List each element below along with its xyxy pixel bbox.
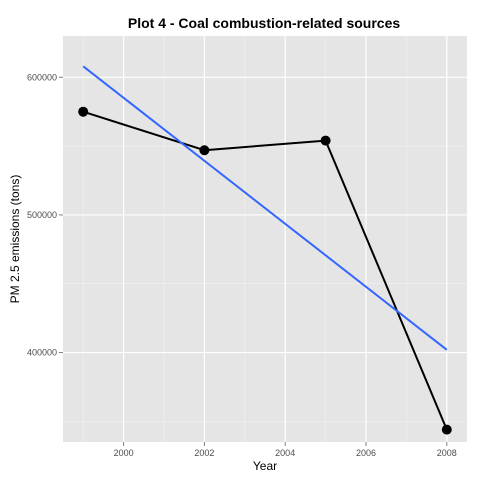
x-tick-label: 2000 [114, 448, 134, 458]
y-axis-title: PM 2.5 emissions (tons) [8, 175, 22, 304]
y-tick-label: 400000 [27, 348, 57, 358]
fit-line [82, 65, 448, 351]
x-tick-label: 2006 [356, 448, 376, 458]
series-line [82, 110, 448, 430]
series-layer [78, 65, 452, 435]
data-point [78, 106, 89, 117]
x-tick-label: 2004 [275, 448, 295, 458]
data-point [199, 145, 210, 156]
data-point [320, 135, 331, 146]
y-tick-label: 500000 [27, 210, 57, 220]
y-tick-label: 600000 [27, 72, 57, 82]
data-point [441, 424, 452, 435]
major-gridlines [63, 36, 467, 442]
minor-gridlines [63, 36, 467, 442]
x-axis-ticks: 2000 2002 2004 2006 2008 [114, 442, 457, 458]
x-tick-label: 2008 [437, 448, 457, 458]
chart-title: Plot 4 - Coal combustion-related sources [128, 15, 400, 31]
x-axis-title: Year [253, 459, 277, 473]
y-axis-ticks: 400000 500000 600000 [27, 72, 63, 358]
x-tick-label: 2002 [194, 448, 214, 458]
